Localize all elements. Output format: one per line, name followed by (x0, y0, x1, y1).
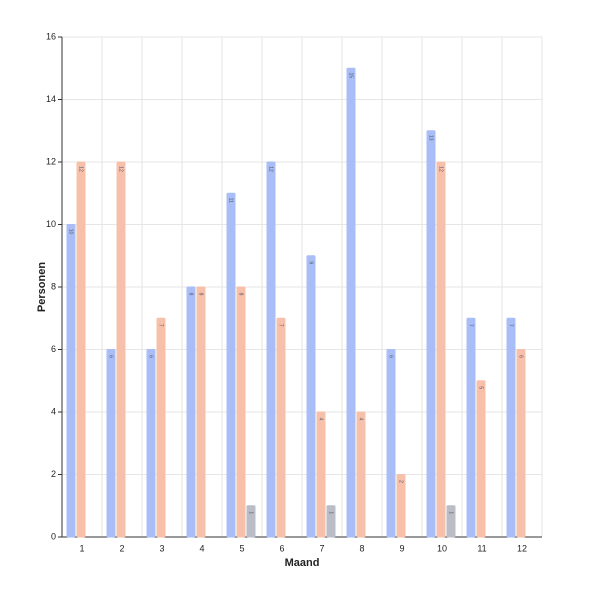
bar (346, 67, 356, 538)
y-tick-label: 14 (46, 94, 56, 104)
value-label: 12 (438, 166, 444, 172)
value-label: 4 (318, 418, 324, 421)
value-label: 7 (508, 324, 514, 327)
y-tick-label: 2 (51, 469, 56, 479)
bar (226, 192, 236, 538)
value-label: 12 (118, 166, 124, 172)
bar (116, 161, 126, 538)
bar (246, 505, 256, 538)
bar (396, 474, 406, 538)
bar (106, 349, 116, 538)
x-tick-label: 12 (517, 543, 527, 553)
x-tick-label: 4 (199, 543, 204, 553)
value-label: 6 (148, 355, 154, 358)
bar (506, 317, 516, 538)
value-label: 2 (398, 480, 404, 483)
value-label: 11 (228, 198, 234, 203)
value-label: 8 (238, 293, 244, 296)
value-label: 4 (358, 418, 364, 421)
x-tick-label: 3 (159, 543, 164, 553)
x-tick-label: 10 (437, 543, 447, 553)
bar (76, 161, 86, 538)
value-label: 7 (278, 324, 284, 327)
bar (156, 317, 166, 538)
value-label: 15 (348, 72, 354, 78)
value-label: 6 (518, 355, 524, 358)
x-tick-label: 2 (119, 543, 124, 553)
y-tick-label: 4 (51, 406, 56, 416)
bar (196, 286, 206, 538)
bar (436, 161, 446, 538)
value-label: 8 (188, 293, 194, 296)
y-tick-label: 12 (46, 156, 56, 166)
value-label: 1 (448, 511, 454, 514)
value-label: 1 (328, 511, 334, 514)
value-label: 6 (108, 355, 114, 358)
value-label: 13 (428, 135, 434, 141)
bar (276, 317, 286, 538)
value-label: 9 (308, 261, 314, 264)
y-tick-label: 8 (51, 281, 56, 291)
x-tick-label: 1 (79, 543, 84, 553)
value-label: 10 (68, 229, 74, 235)
x-tick-label: 6 (279, 543, 284, 553)
value-label: 5 (478, 386, 484, 389)
bar (426, 130, 436, 538)
value-label: 8 (198, 293, 204, 296)
bar (386, 349, 396, 538)
x-tick-label: 7 (319, 543, 324, 553)
bar (186, 286, 196, 538)
y-tick-label: 16 (46, 31, 56, 41)
bar (516, 349, 526, 538)
bar (326, 505, 336, 538)
value-label: 7 (158, 324, 164, 327)
bar (476, 380, 486, 538)
x-tick-label: 9 (399, 543, 404, 553)
value-label: 12 (268, 166, 274, 172)
x-tick-label: 11 (477, 543, 486, 553)
bar (66, 224, 76, 538)
x-axis-title: Maand (285, 557, 320, 569)
bar (316, 411, 326, 538)
value-label: 7 (468, 324, 474, 327)
bar (356, 411, 366, 538)
y-tick-label: 10 (46, 219, 56, 229)
y-tick-label: 0 (51, 531, 56, 541)
value-label: 1 (248, 511, 254, 514)
y-axis-title: Personen (36, 262, 48, 312)
bar (306, 255, 316, 538)
x-tick-label: 5 (239, 543, 244, 553)
value-label: 6 (388, 355, 394, 358)
bar (466, 317, 476, 538)
bar (446, 505, 456, 538)
bar (146, 349, 156, 538)
bar (236, 286, 246, 538)
value-label: 12 (78, 166, 84, 172)
bar (266, 161, 276, 538)
y-tick-label: 6 (51, 344, 56, 354)
x-tick-label: 8 (359, 543, 364, 553)
